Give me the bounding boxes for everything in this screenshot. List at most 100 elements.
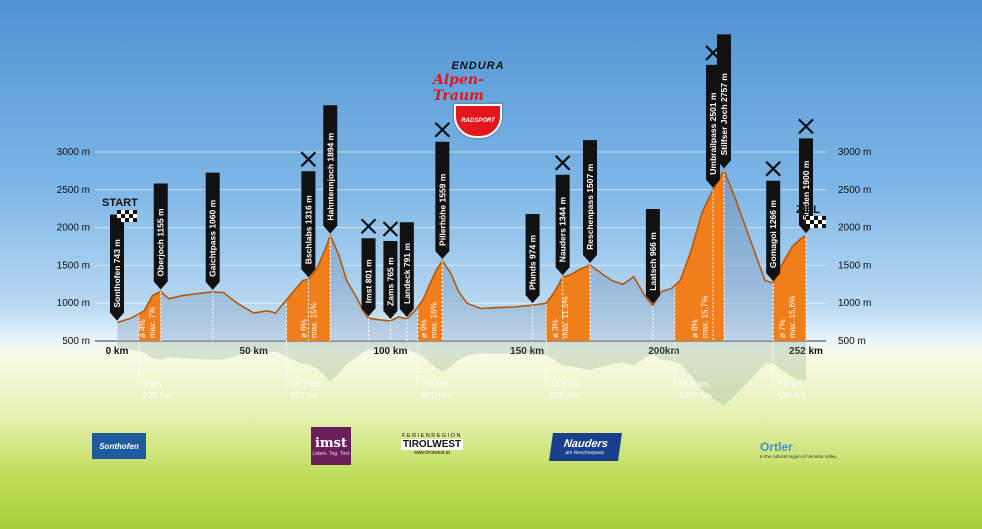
waypoint-marker[interactable]: Laatsch 966 m <box>645 208 660 341</box>
climb-gain: 670 hm <box>422 390 450 400</box>
climb-distance: 14,7 km <box>291 379 321 389</box>
fork-knife-icon <box>798 118 814 135</box>
waypoint-tag <box>645 208 660 304</box>
waypoint-marker[interactable]: Bschlabs 1316 m <box>300 151 317 341</box>
tirolwest-logo[interactable]: FERIENREGION TIROLWEST www.tirolwest.at <box>398 428 466 460</box>
x-tick-label: 252 km <box>789 346 823 357</box>
endura-alpentraum-logo: ENDURA Alpen-Traum RADSPORT <box>433 60 523 138</box>
waypoint-marker[interactable]: Gomagoi 1266 m <box>765 160 781 341</box>
y-tick-label-right: 3000 m <box>838 147 871 158</box>
checker-square <box>129 218 133 222</box>
waypoint-marker[interactable]: Reschenpass 1507 m <box>583 140 598 341</box>
checker-square <box>814 220 818 224</box>
waypoint-marker[interactable]: Sulden 1900 m <box>798 118 814 341</box>
nauders-logo[interactable]: Nauders am Reschenpass <box>549 433 622 461</box>
waypoint-label: Pfunds 974 m <box>528 234 538 290</box>
y-tick-label-left: 500 m <box>62 336 90 347</box>
y-tick-label-right: 1500 m <box>838 260 871 271</box>
waypoint-tag <box>583 140 598 263</box>
checker-square <box>133 210 137 214</box>
y-tick-label-right: 1000 m <box>838 298 871 309</box>
checker-square <box>125 218 129 222</box>
waypoint-label: Imst 801 m <box>364 259 374 303</box>
fork-knife-icon <box>554 155 571 171</box>
waypoint-marker[interactable]: Gaichtpass 1060 m <box>205 172 220 341</box>
waypoint-tag <box>110 214 124 321</box>
waypoint-marker[interactable]: Landeck 791 m <box>399 222 414 341</box>
waypoint-tag <box>399 222 414 318</box>
y-tick-label-left: 2000 m <box>57 223 90 234</box>
checker-square <box>121 210 125 214</box>
waypoint-tag <box>153 183 168 290</box>
shield-text: RADSPORT <box>461 118 495 124</box>
waypoint-tag <box>799 138 813 234</box>
y-tick-label-right: 2500 m <box>838 185 871 196</box>
waypoint-tag <box>205 172 220 290</box>
climb-distance: 7,9 km <box>777 379 803 389</box>
climb-section-fill <box>674 170 724 341</box>
x-tick-label: 150 km <box>510 346 544 357</box>
checker-square <box>818 220 822 224</box>
checker-square <box>129 214 133 218</box>
climb-distance: 7,4 km <box>422 379 448 389</box>
fork-knife-icon <box>300 151 317 168</box>
waypoint-label: Laatsch 966 m <box>648 232 658 291</box>
climb-grade-label: ø 7% <box>778 319 787 338</box>
climb-max-label: max. 15,6% <box>788 296 797 338</box>
climb-grade-label: ø 4% <box>138 319 147 338</box>
waypoint-tag <box>383 240 398 319</box>
checker-square <box>125 214 129 218</box>
waypoint-label: Nauders 1344 m <box>558 197 568 263</box>
y-tick-label-left: 3000 m <box>57 147 90 158</box>
waypoint-marker[interactable]: Pfunds 974 m <box>525 213 540 341</box>
climb-gain: 530 hm <box>777 390 805 400</box>
climb-grade-label: ø 8% <box>690 319 699 338</box>
climb-section-fill <box>546 264 590 341</box>
waypoint-marker[interactable]: Zams 765 m <box>382 221 399 341</box>
x-tick-label: 0 km <box>106 346 129 357</box>
waypoint-label: Zams 765 m <box>385 257 395 306</box>
y-tick-label-right: 500 m <box>838 336 866 347</box>
climb-grade-label: ø 3% <box>551 319 560 338</box>
checker-square <box>822 216 826 220</box>
climb-distance: 16,6 km <box>679 379 709 389</box>
imst-logo[interactable]: imst Leben. Tag. Tirol <box>311 427 351 465</box>
event-name: Alpen-Traum <box>433 72 484 104</box>
profile-reflection-area <box>117 341 806 406</box>
waypoint-marker[interactable]: Sonthofen 743 m <box>110 214 124 341</box>
waypoint-tag <box>435 141 450 259</box>
profile-reflection <box>117 341 806 406</box>
waypoint-marker[interactable]: Pillerhöhe 1559 m <box>434 121 451 341</box>
waypoint-label: Landeck 791 m <box>402 243 412 304</box>
climb-gain: 920 hm <box>291 390 319 400</box>
waypoint-label: Sonthofen 743 m <box>112 239 122 308</box>
checker-square <box>806 216 810 220</box>
climb-max-label: max. 11,5% <box>561 296 570 338</box>
climb-grade-label: ø 9% <box>420 319 429 338</box>
checker-square <box>814 224 818 228</box>
waypoint-marker[interactable]: Nauders 1344 m <box>554 155 571 341</box>
checker-square <box>810 220 814 224</box>
start-flag-icon <box>117 210 137 222</box>
sonthofen-logo[interactable]: Sonthofen <box>92 433 146 459</box>
waypoint-marker[interactable]: Imst 801 m <box>360 218 377 341</box>
waypoint-tag <box>525 213 540 304</box>
climb-gain: 525 hm <box>550 390 578 400</box>
ortler-logo[interactable]: Ortler In the cultural region of Venosta… <box>760 435 870 463</box>
checker-square <box>822 220 826 224</box>
checker-square <box>133 218 137 222</box>
waypoint-marker[interactable]: Oberjoch 1155 m <box>153 183 168 341</box>
waypoint-marker[interactable]: Stilfser Joch 2757 m <box>716 34 731 341</box>
waypoint-label: Reschenpass 1507 m <box>585 163 595 249</box>
brand-name: ENDURA <box>451 60 505 72</box>
waypoint-marker[interactable]: Hahntennjoch 1894 m <box>323 105 338 341</box>
waypoint-label: Gaichtpass 1060 m <box>208 199 218 276</box>
waypoint-tag <box>706 64 721 188</box>
x-tick-label: 50 km <box>240 346 268 357</box>
fork-knife-icon <box>434 121 451 138</box>
waypoint-markers: Sonthofen 743 m Oberjoch 1155 m Gaichtpass… <box>110 34 814 341</box>
waypoint-label: Sulden 1900 m <box>801 160 811 220</box>
